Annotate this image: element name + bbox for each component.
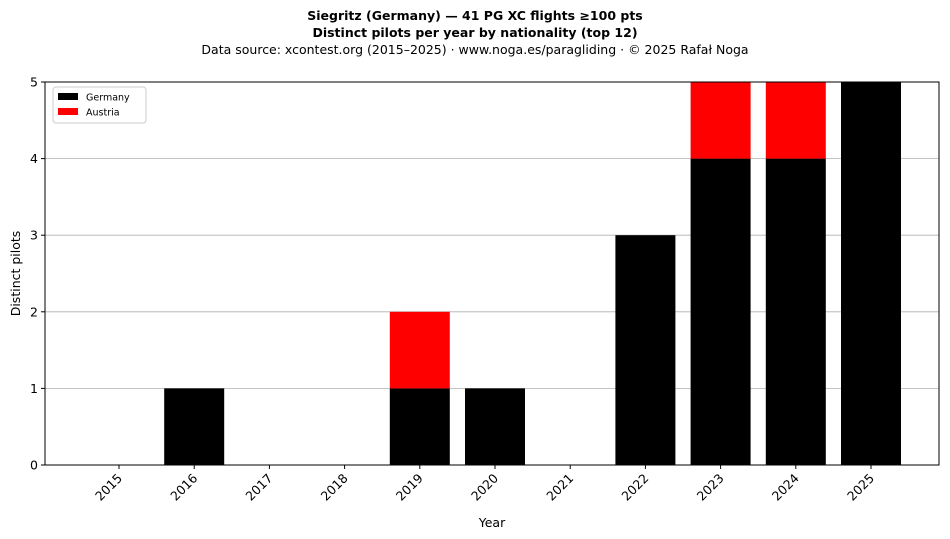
y-tick-label: 0 [30, 458, 38, 473]
legend-swatch-germany [58, 93, 78, 100]
chart-titles: Siegritz (Germany) — 41 PG XC flights ≥1… [0, 7, 950, 58]
plot-frame [44, 81, 940, 466]
x-tick-label: 2025 [844, 471, 877, 504]
legend-label-austria: Austria [86, 108, 120, 119]
x-tick-label: 2024 [769, 470, 802, 503]
y-tick-label: 4 [30, 151, 38, 166]
x-tick-label: 2015 [92, 471, 125, 504]
bar-austria-2023 [690, 82, 751, 159]
legend: Germany Austria [52, 86, 147, 124]
x-tick-label: 2019 [393, 470, 426, 503]
bar-austria-2024 [765, 82, 826, 159]
bars [164, 82, 901, 465]
x-axis: 2015 2016 2017 2018 2019 2020 2021 2022 2023 2024… [92, 465, 877, 504]
bar-austria-2019 [389, 311, 450, 389]
chart-subtitle: Distinct pilots per year by nationality … [312, 25, 638, 40]
x-axis-label: Year [478, 515, 506, 530]
legend-label-germany: Germany [86, 93, 130, 104]
bar-germany-2020 [465, 388, 525, 465]
x-tick-label: 2016 [167, 470, 200, 503]
y-tick-label: 3 [30, 228, 38, 243]
x-tick-label: 2017 [242, 471, 275, 504]
bar-germany-2023 [690, 158, 751, 465]
x-tick-label: 2022 [618, 471, 651, 504]
bar-germany-2025 [841, 82, 901, 465]
y-axis: 0 1 2 3 4 5 [30, 75, 45, 473]
x-tick-label: 2021 [543, 471, 576, 504]
x-tick-label: 2020 [468, 470, 501, 503]
bar-germany-2022 [615, 235, 676, 465]
x-tick-label: 2023 [694, 471, 727, 504]
y-tick-label: 2 [30, 304, 38, 319]
bar-germany-2016 [164, 388, 225, 465]
y-axis-label: Distinct pilots [8, 231, 23, 317]
y-tick-label: 5 [30, 75, 38, 90]
y-tick-label: 1 [30, 381, 38, 396]
bar-germany-2024 [765, 158, 826, 465]
chart-source: Data source: xcontest.org (2015–2025) · … [201, 42, 749, 57]
x-tick-label: 2018 [318, 470, 351, 503]
chart-title: Siegritz (Germany) — 41 PG XC flights ≥1… [307, 8, 643, 23]
legend-swatch-austria [58, 108, 78, 115]
bar-germany-2019 [389, 388, 450, 465]
